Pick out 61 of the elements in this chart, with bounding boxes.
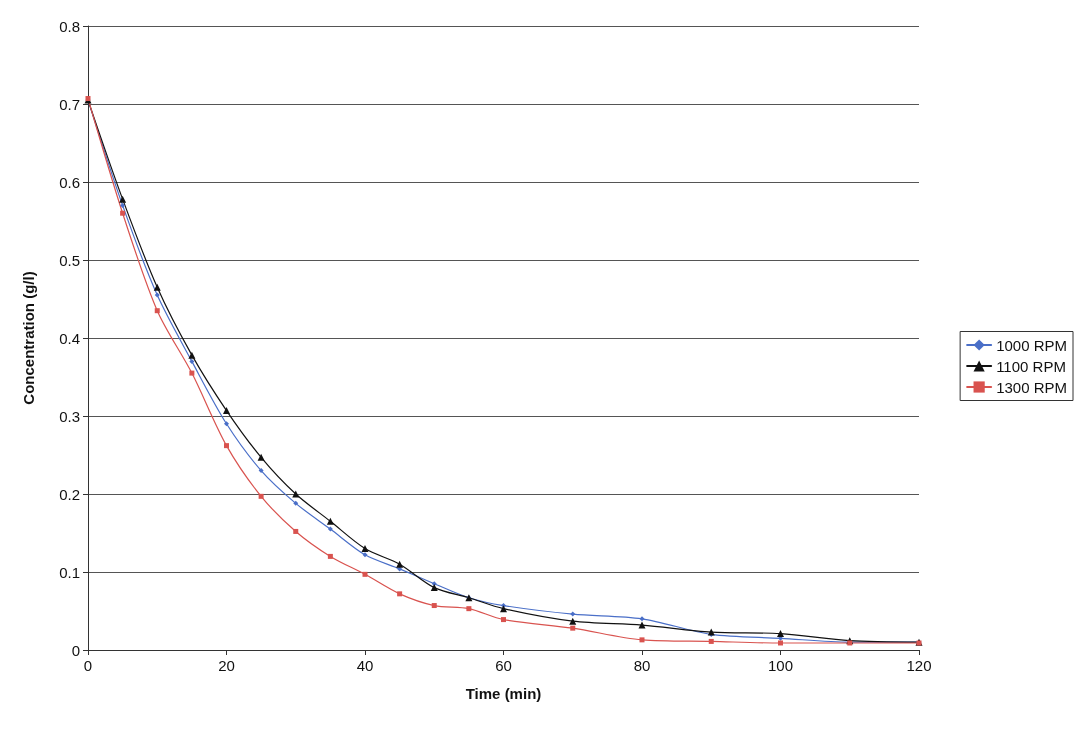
point	[639, 616, 645, 622]
point	[362, 571, 368, 577]
point	[189, 358, 195, 364]
point	[431, 581, 437, 587]
x-tick-label: 40	[356, 657, 374, 674]
y-tick-label: 0.4	[59, 329, 80, 347]
point	[638, 621, 646, 629]
point	[431, 603, 437, 609]
legend-label: 1300 RPM	[996, 378, 1068, 396]
point	[362, 552, 368, 558]
y-axis-title: Concentration (g/l)	[20, 271, 37, 405]
y-tick-label: 0.5	[59, 251, 80, 269]
point	[257, 453, 265, 461]
point	[327, 553, 333, 559]
point	[119, 195, 127, 203]
y-tick-label: 0	[71, 641, 80, 659]
point	[154, 292, 160, 298]
x-tick-label: 60	[495, 657, 512, 674]
point	[778, 640, 783, 646]
x-tick-label: 100	[767, 657, 794, 674]
point	[570, 625, 576, 631]
point	[154, 308, 160, 314]
x-tick-label: 0	[83, 657, 93, 674]
legend-label: 1100 RPM	[996, 357, 1066, 375]
y-tick-label: 0.1	[59, 563, 80, 581]
point	[501, 617, 506, 623]
point	[188, 351, 196, 359]
point	[397, 591, 403, 597]
point	[292, 490, 300, 498]
point	[293, 528, 299, 534]
y-tick-label: 0.2	[59, 485, 80, 503]
point	[120, 202, 126, 208]
y-tick-label: 0.7	[59, 95, 80, 113]
point	[361, 545, 369, 553]
y-tick-label: 0.8	[59, 17, 80, 35]
point	[466, 606, 472, 612]
point	[639, 637, 645, 643]
point	[189, 370, 195, 376]
point	[258, 493, 264, 499]
point	[258, 468, 264, 474]
x-tick-label: 20	[218, 657, 235, 674]
x-axis-title: Time (min)	[465, 685, 542, 702]
point	[326, 517, 334, 525]
point	[223, 407, 230, 415]
point	[224, 443, 229, 449]
point	[224, 421, 229, 427]
x-tick-label: 80	[633, 657, 651, 674]
point	[569, 617, 577, 625]
legend-label: 1000 RPM	[996, 336, 1068, 354]
point	[500, 605, 507, 613]
point	[293, 500, 299, 506]
point	[396, 560, 404, 568]
point	[120, 210, 126, 216]
point	[777, 630, 784, 638]
y-tick-label: 0.6	[59, 173, 80, 191]
point	[570, 611, 576, 617]
point	[327, 526, 333, 532]
x-tick-label: 120	[906, 657, 932, 674]
y-tick-label: 0.3	[59, 407, 80, 425]
point	[153, 283, 161, 291]
point	[708, 638, 714, 644]
